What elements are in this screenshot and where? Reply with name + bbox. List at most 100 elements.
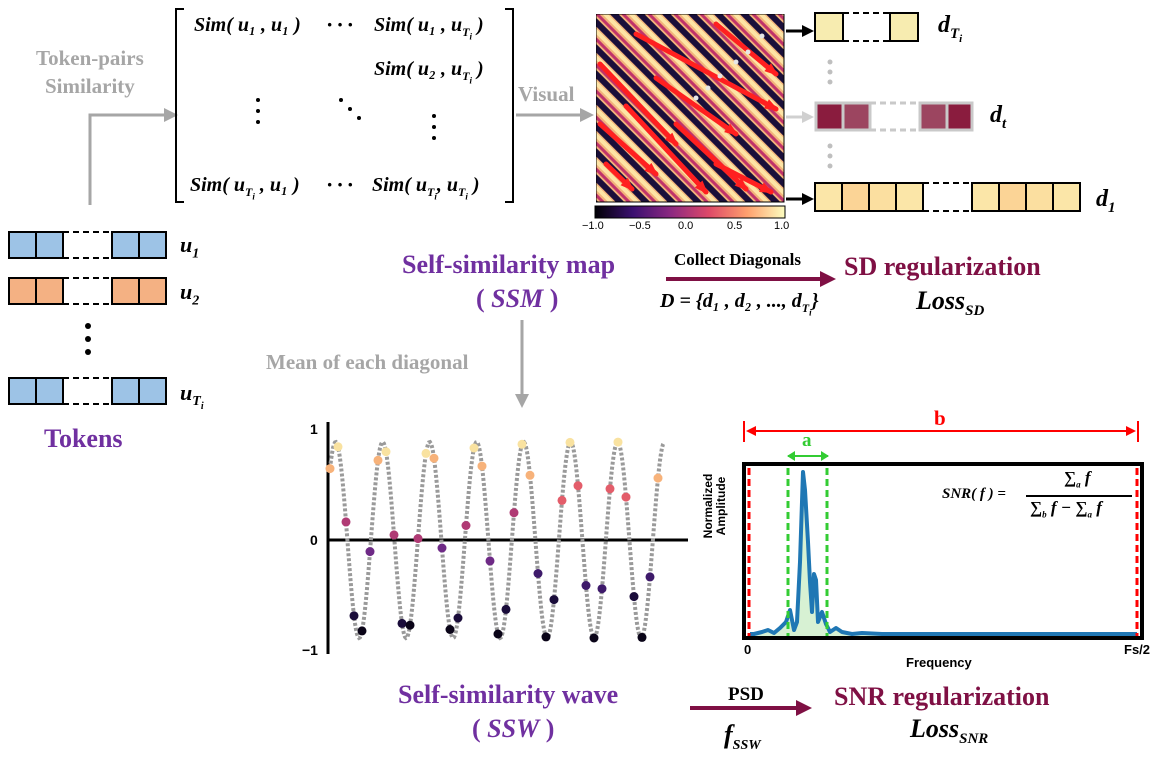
matrix-hdots-r1: ··· — [326, 12, 358, 37]
collect-label: Collect Diagonals — [674, 250, 802, 269]
wave-point — [613, 437, 623, 447]
ssm-stripe-dark — [596, 43, 755, 202]
colorbar-tick-4: 1.0 — [774, 220, 790, 232]
diag-arrow-mid — [786, 111, 814, 123]
wave-point — [565, 437, 575, 447]
psd-b-label: b — [934, 406, 946, 430]
psd-label: PSD — [728, 684, 764, 705]
ssm-stripe-mid — [596, 114, 684, 202]
ssm-white-dot — [733, 59, 739, 65]
mean-arrow — [515, 320, 529, 408]
psd-chart — [742, 462, 1144, 640]
wave-point — [621, 492, 631, 502]
psd-ylabel: Normalized Amplitude — [701, 456, 728, 556]
ssw-title: Self-similarity wave — [398, 680, 619, 709]
wave-point — [365, 547, 375, 557]
snr-formula-num: ∑a f — [1064, 468, 1091, 490]
wave-point — [517, 439, 527, 449]
wave-point — [525, 470, 535, 480]
psd-x-end: Fs/2 — [1124, 642, 1151, 657]
ssm-white-dot — [717, 73, 723, 79]
ssm-stripe-mid — [750, 14, 784, 48]
ssm-heatmap — [596, 14, 785, 203]
ssm-white-dot — [745, 49, 751, 55]
ssm-stripe-mid — [596, 166, 632, 202]
diag-vdots-lower — [827, 143, 833, 169]
ssm-stripe-dark — [687, 14, 784, 111]
wave-point — [629, 592, 639, 602]
ssm-stripe-light — [596, 158, 640, 202]
wave-point — [405, 620, 415, 630]
diag-label-dT: dTi — [938, 12, 963, 45]
ssm-stripe-dark — [739, 14, 784, 59]
ssm-stripe-dark — [596, 95, 703, 202]
ssm-stripe-dark — [596, 173, 625, 202]
wave-point — [469, 443, 479, 453]
wave-point — [533, 569, 543, 578]
diag-box-d1 — [814, 182, 1081, 212]
ssm-diagonal-arrowhead — [764, 99, 779, 111]
ssm-white-dot — [759, 33, 765, 39]
wave-point — [389, 530, 399, 540]
wave-point — [341, 517, 351, 527]
wave-point — [381, 447, 391, 457]
token-label-3: uTi — [180, 380, 204, 413]
wave-curve — [328, 439, 666, 641]
colorbar-tick-1: −0.5 — [629, 220, 651, 232]
wave-point — [397, 618, 407, 628]
ssm-diagonal-arrowhead — [764, 63, 779, 76]
wave-point — [541, 632, 551, 642]
tokens-title: Tokens — [44, 424, 123, 453]
snr-formula-den: ∑b f − ∑a f — [1030, 498, 1102, 520]
collect-formula: D = {d₁ , d₂ , ..., dTi} — [660, 290, 819, 318]
token-vertical-dots — [84, 322, 92, 356]
diag-vdots-upper — [827, 59, 833, 85]
matrix-vdots-c3 — [432, 114, 436, 140]
psd-curve — [750, 470, 1137, 636]
ssm-colorbar — [594, 205, 786, 219]
ssm-diagonal-arrowhead — [734, 177, 749, 192]
matrix-cell-r4c1: Sim( uTi , u₁ ) — [190, 174, 300, 202]
ssm-stripe-mid — [724, 14, 784, 74]
diag-label-d1: d1 — [1096, 186, 1116, 216]
diag-label-dt: dt — [990, 102, 1007, 132]
matrix-cell-r4c3: Sim( uTi, uTi ) — [372, 174, 480, 202]
ssm-stripe-light — [596, 106, 692, 202]
ssm-diagonal-arrowhead — [724, 123, 739, 136]
matrix-cell-r1c1: Sim( u₁ , u₁ ) — [194, 14, 301, 36]
ssm-diagonal-arrowhead — [759, 182, 774, 194]
psd-arrow — [690, 700, 812, 716]
token-row-3-cells — [8, 377, 167, 405]
psd-ylabel-line2: Amplitude — [714, 476, 728, 536]
ssm-stripe-dark — [635, 14, 784, 163]
matrix-vdots-c1 — [256, 98, 260, 124]
token-row-3 — [8, 377, 168, 405]
wave-point — [573, 481, 583, 491]
matrix-hdots-r4: ··· — [326, 172, 358, 197]
wave-point — [445, 625, 455, 634]
wave-point — [581, 581, 591, 590]
wave-y-tick-1: 1 — [310, 421, 318, 437]
wave-y-tick-neg1: −1 — [302, 642, 318, 658]
wave-point — [357, 626, 367, 636]
ssm-heatmap-stripes — [596, 14, 784, 202]
ssm-title: Self-similarity map — [402, 250, 616, 279]
ssm-diagonal-arrow — [673, 121, 749, 192]
wave-point — [325, 464, 335, 474]
ssm-diagonal-arrow — [633, 31, 779, 112]
snr-reg-title: SNR regularization — [834, 682, 1050, 711]
diag-arrow-top — [786, 25, 814, 37]
colorbar-ticks: −1.0 −0.5 0.0 0.5 1.0 — [582, 220, 802, 234]
ssm-diagonal-arrowhead — [644, 162, 659, 176]
sd-reg-loss: LossSD — [916, 286, 985, 320]
ssm-stripe-mid — [646, 14, 784, 152]
wave-point — [605, 484, 615, 494]
matrix-cell-r1c3: Sim( u₁ , uTi ) — [374, 14, 484, 42]
token-row-2-cells — [8, 277, 167, 305]
psd-a-label: a — [802, 430, 812, 451]
ssm-stripe-mid — [596, 140, 658, 202]
ssm-white-dot — [705, 85, 711, 91]
diag-box-dT — [814, 12, 919, 42]
wave-chart — [325, 422, 688, 654]
wave-point — [413, 534, 423, 544]
